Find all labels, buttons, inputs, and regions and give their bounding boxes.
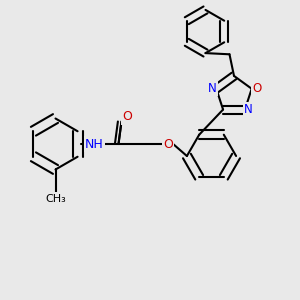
Text: N: N xyxy=(244,103,253,116)
Text: CH₃: CH₃ xyxy=(45,194,66,204)
Text: NH: NH xyxy=(85,137,104,151)
Text: O: O xyxy=(253,82,262,95)
Text: O: O xyxy=(122,110,132,124)
Text: O: O xyxy=(163,137,173,151)
Text: N: N xyxy=(208,82,217,95)
